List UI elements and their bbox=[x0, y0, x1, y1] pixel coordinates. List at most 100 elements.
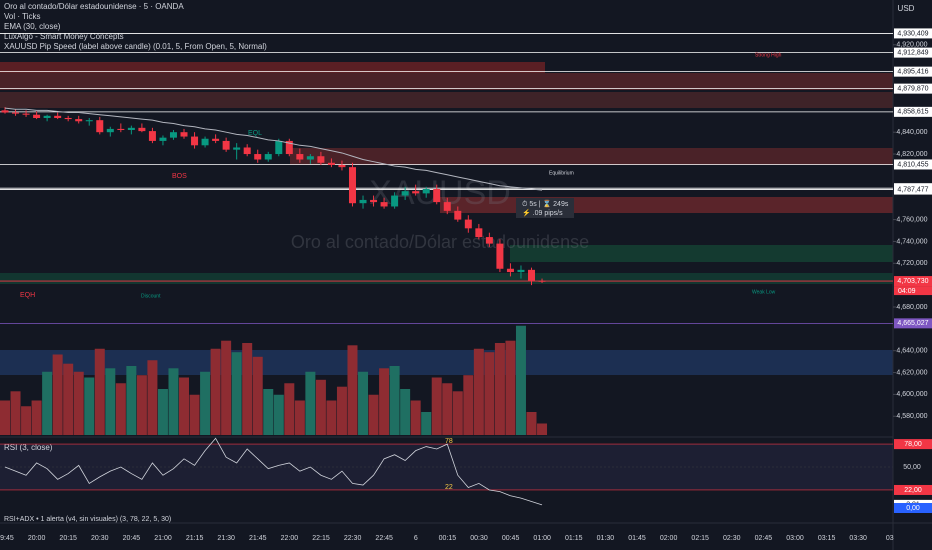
value-tag bbox=[894, 503, 932, 513]
price-tag-label: 4,912,849 bbox=[897, 49, 928, 56]
volume-bar bbox=[94, 348, 105, 435]
value-tag-label: 0,00 bbox=[906, 505, 920, 512]
x-tick-label: 01:30 bbox=[597, 535, 615, 542]
y-tick-label: 4,640,000 bbox=[896, 348, 927, 355]
price-tag-label: 4,665,027 bbox=[897, 320, 928, 327]
volume-bar bbox=[484, 352, 495, 435]
volume-bar bbox=[221, 340, 232, 435]
price-tag bbox=[894, 83, 932, 94]
level-label: 78 bbox=[445, 438, 453, 445]
volume-bar bbox=[31, 400, 42, 435]
candle-body bbox=[401, 191, 409, 196]
value-tag bbox=[894, 439, 932, 450]
volume-bar bbox=[315, 379, 326, 435]
y-tick-label: 4,680,000 bbox=[896, 304, 927, 311]
candle-body bbox=[391, 195, 399, 207]
volume-bar bbox=[400, 389, 411, 435]
volume-bar bbox=[126, 366, 137, 435]
x-tick-label: 22:45 bbox=[375, 535, 393, 542]
candle-body bbox=[359, 199, 367, 204]
candle-body bbox=[222, 140, 230, 150]
volume-bar bbox=[242, 343, 253, 435]
candle-body bbox=[169, 132, 177, 138]
y-tick-label: 4,760,000 bbox=[896, 216, 927, 223]
price-tag-label: 4,858,615 bbox=[897, 109, 928, 116]
x-tick-label: 01:15 bbox=[565, 535, 583, 542]
volume-bar bbox=[273, 394, 284, 435]
volume-bar bbox=[537, 423, 548, 435]
x-tick-label: 03 bbox=[886, 535, 894, 542]
x-tick-label: 02:00 bbox=[660, 535, 678, 542]
volume-bar bbox=[505, 340, 516, 435]
y-tick-label: 4,740,000 bbox=[896, 238, 927, 245]
volume-bar bbox=[379, 368, 390, 435]
volume-bar bbox=[263, 389, 274, 435]
zone bbox=[290, 148, 893, 165]
zone bbox=[510, 245, 893, 262]
annotation: Equilibrium bbox=[549, 170, 574, 176]
candle-body bbox=[96, 120, 104, 133]
candle-body bbox=[296, 154, 304, 160]
annotation: BOS bbox=[172, 173, 187, 180]
x-tick-label: 01:00 bbox=[533, 535, 551, 542]
candle-body bbox=[327, 162, 335, 165]
candle-body bbox=[191, 136, 199, 146]
zone bbox=[0, 273, 893, 284]
candle-body bbox=[138, 127, 146, 132]
chart-title: Oro al contado/Dólar estadounidense · 5 … bbox=[4, 2, 184, 11]
countdown: 04:09 bbox=[898, 288, 916, 295]
volume-bar bbox=[42, 371, 53, 435]
x-tick-label: 22:30 bbox=[344, 535, 362, 542]
candle-body bbox=[212, 138, 220, 141]
volume-bar bbox=[73, 371, 84, 435]
candle-body bbox=[127, 127, 135, 131]
candle-body bbox=[538, 280, 546, 282]
value-tag-label: 78,00 bbox=[904, 441, 922, 448]
pane-title: RSI (3, close) bbox=[4, 443, 53, 452]
candle-body bbox=[22, 113, 30, 115]
candle-body bbox=[275, 140, 283, 155]
rsi-line bbox=[4, 437, 543, 506]
annotation: EQL bbox=[248, 130, 262, 137]
candle-body bbox=[264, 154, 272, 160]
candle-body bbox=[117, 128, 125, 131]
volume-bar bbox=[231, 352, 242, 435]
y-tick-label: 4,600,000 bbox=[896, 391, 927, 398]
price-tag-label: 4,810,455 bbox=[897, 161, 928, 168]
annotation: Discount bbox=[141, 293, 161, 299]
x-tick-label: 19:45 bbox=[0, 535, 14, 542]
indicator-legend: XAUUSD Pip Speed (label above candle) (0… bbox=[4, 42, 267, 51]
zone bbox=[0, 73, 893, 90]
price-tag-label: 4,703,730 bbox=[897, 278, 928, 285]
volume-bar bbox=[358, 371, 369, 435]
candle-body bbox=[485, 237, 493, 244]
candle-body bbox=[233, 147, 241, 150]
price-tag bbox=[894, 66, 932, 77]
candle-body bbox=[75, 119, 83, 122]
volume-bar bbox=[0, 400, 10, 435]
candle-body bbox=[443, 202, 451, 211]
candle-body bbox=[506, 268, 514, 273]
volume-bar bbox=[294, 400, 305, 435]
candle-body bbox=[254, 154, 262, 160]
y-tick-label: 4,580,000 bbox=[896, 413, 927, 420]
annotation: EQH bbox=[20, 292, 35, 299]
candle-body bbox=[54, 115, 62, 118]
volume-bar bbox=[494, 343, 505, 435]
value-tag bbox=[894, 484, 932, 495]
volume-bar bbox=[105, 368, 116, 435]
volume-bar bbox=[63, 363, 74, 435]
indicator-legend: EMA (30, close) bbox=[4, 22, 61, 31]
ema-line bbox=[4, 107, 543, 191]
zone bbox=[0, 62, 545, 73]
volume-bar bbox=[210, 348, 221, 435]
candle-body bbox=[454, 210, 462, 220]
candle-body bbox=[464, 219, 472, 229]
volume-bar bbox=[189, 394, 200, 435]
candle-body bbox=[348, 167, 356, 204]
candle-body bbox=[412, 191, 420, 194]
volume-bar bbox=[347, 345, 358, 435]
candle-body bbox=[64, 117, 72, 120]
candle-body bbox=[1, 110, 9, 113]
